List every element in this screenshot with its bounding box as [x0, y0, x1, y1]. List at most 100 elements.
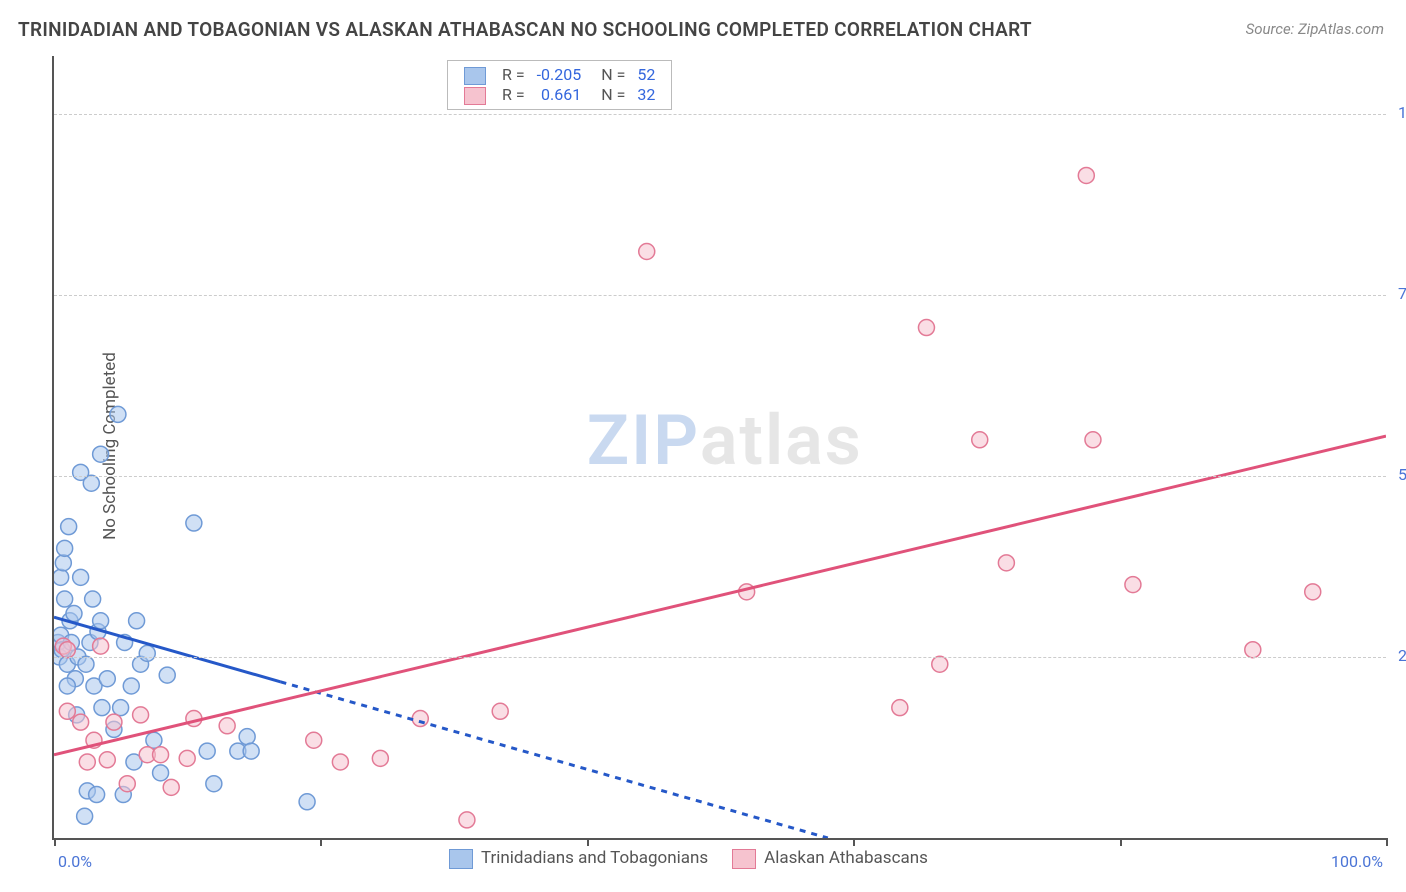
data-point: [972, 432, 988, 448]
data-point: [110, 406, 126, 422]
legend-r-value: 0.661: [531, 85, 588, 105]
x-tick: [587, 838, 589, 846]
data-point: [85, 591, 101, 607]
data-point: [1085, 432, 1101, 448]
data-point: [73, 569, 89, 585]
data-point: [133, 707, 149, 723]
legend-series-label: Alaskan Athabascans: [764, 848, 928, 868]
data-point: [163, 779, 179, 795]
data-point: [1245, 642, 1261, 658]
data-point: [492, 703, 508, 719]
data-point: [153, 747, 169, 763]
x-tick: [54, 838, 56, 846]
data-point: [57, 540, 73, 556]
x-tick: [853, 838, 855, 846]
data-point: [123, 678, 139, 694]
data-point: [61, 519, 77, 535]
x-tick-label: 0.0%: [58, 852, 92, 871]
data-point: [146, 732, 162, 748]
trend-line: [280, 682, 827, 838]
x-tick-label: 100.0%: [1331, 852, 1383, 871]
data-point: [153, 765, 169, 781]
data-point: [332, 754, 348, 770]
data-point: [219, 718, 235, 734]
data-point: [299, 794, 315, 810]
data-point: [932, 656, 948, 672]
chart-container: TRINIDADIAN AND TOBAGONIAN VS ALASKAN AT…: [0, 0, 1406, 892]
data-point: [77, 808, 93, 824]
data-point: [57, 591, 73, 607]
legend-n-value: 52: [631, 65, 661, 85]
legend-swatch: [449, 849, 473, 869]
data-point: [139, 645, 155, 661]
data-point: [89, 787, 105, 803]
data-point: [59, 678, 75, 694]
data-point: [99, 671, 115, 687]
data-point: [892, 700, 908, 716]
trend-line: [54, 436, 1386, 755]
y-tick-label: 10.0%: [1398, 103, 1406, 122]
data-point: [998, 555, 1014, 571]
data-point: [73, 714, 89, 730]
gridline: [54, 114, 1386, 115]
data-point: [206, 776, 222, 792]
data-point: [459, 812, 475, 828]
legend-swatch: [464, 67, 486, 85]
legend-n-label: N =: [587, 85, 631, 105]
series-legend: Trinidadians and Tobagonians Alaskan Atha…: [425, 848, 928, 869]
data-point: [78, 656, 94, 672]
data-point: [83, 475, 99, 491]
data-point: [159, 667, 175, 683]
data-point: [639, 244, 655, 260]
y-tick-label: 5.0%: [1398, 465, 1406, 484]
data-point: [372, 750, 388, 766]
x-tick: [1120, 838, 1122, 846]
data-point: [186, 515, 202, 531]
legend-swatch: [732, 849, 756, 869]
legend-n-label: N =: [587, 65, 631, 85]
y-tick-label: 7.5%: [1398, 284, 1406, 303]
gridline: [54, 295, 1386, 296]
plot-area: ZIPatlas 2.5%5.0%7.5%10.0%0.0%100.0%: [52, 56, 1386, 840]
data-point: [306, 732, 322, 748]
data-point: [55, 555, 71, 571]
legend-r-label: R =: [496, 85, 531, 105]
x-tick: [320, 838, 322, 846]
source-attribution: Source: ZipAtlas.com: [1246, 20, 1384, 38]
data-point: [119, 776, 135, 792]
data-point: [1125, 577, 1141, 593]
legend-r-value: -0.205: [531, 65, 588, 85]
data-point: [93, 613, 109, 629]
data-point: [1305, 584, 1321, 600]
data-point: [1078, 167, 1094, 183]
data-point: [113, 700, 129, 716]
data-point: [99, 752, 115, 768]
data-point: [106, 714, 122, 730]
data-point: [412, 711, 428, 727]
data-point: [243, 743, 259, 759]
data-point: [66, 606, 82, 622]
legend-swatch: [464, 87, 486, 105]
legend-r-label: R =: [496, 65, 531, 85]
data-point: [93, 446, 109, 462]
chart-svg: [54, 56, 1386, 838]
data-point: [239, 729, 255, 745]
y-tick-label: 2.5%: [1398, 646, 1406, 665]
gridline: [54, 476, 1386, 477]
legend-n-value: 32: [631, 85, 661, 105]
gridline: [54, 657, 1386, 658]
x-tick: [1386, 838, 1388, 846]
data-point: [199, 743, 215, 759]
legend-series-label: Trinidadians and Tobagonians: [481, 848, 708, 868]
correlation-legend: R =-0.205N =52 R =0.661N =32: [447, 60, 672, 110]
data-point: [59, 642, 75, 658]
data-point: [93, 638, 109, 654]
data-point: [918, 320, 934, 336]
data-point: [79, 754, 95, 770]
chart-title: TRINIDADIAN AND TOBAGONIAN VS ALASKAN AT…: [18, 18, 1032, 41]
data-point: [129, 613, 145, 629]
data-point: [54, 569, 69, 585]
data-point: [179, 750, 195, 766]
data-point: [94, 700, 110, 716]
data-point: [59, 703, 75, 719]
